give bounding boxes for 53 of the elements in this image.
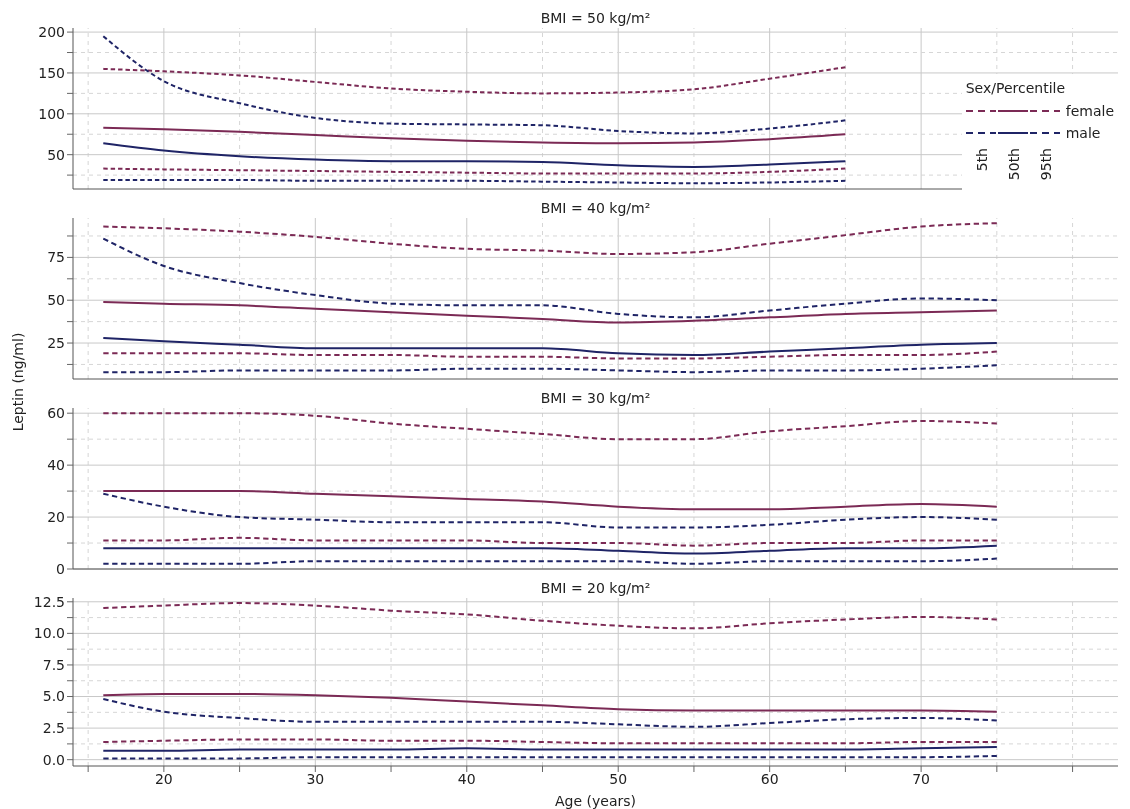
line-series [102, 222, 998, 255]
chart-title: BMI = 40 kg/m² [539, 200, 652, 216]
x-tick-label: 50 [609, 770, 628, 787]
annotation: 5th [973, 148, 990, 172]
x-tick-label: 40 [457, 770, 476, 787]
line-series [102, 350, 998, 360]
y-tick-label: 150 [38, 64, 65, 81]
y-tick-label: 0.0 [42, 751, 65, 768]
y-tick-label: 75 [47, 249, 65, 266]
line-series [102, 693, 998, 713]
y-axis-title: Leptin (ng/ml) [10, 331, 26, 434]
annotation: 50th [1005, 148, 1022, 181]
y-tick-label: 2.5 [42, 720, 65, 737]
y-tick-label: 5.0 [42, 688, 65, 705]
line-series [102, 492, 998, 529]
chart-title: BMI = 30 kg/m² [539, 390, 652, 406]
y-tick-label: 12.5 [33, 593, 65, 610]
y-tick-label: 7.5 [42, 656, 65, 673]
annotation: 95th [1037, 148, 1054, 181]
x-tick-label: 60 [760, 770, 779, 787]
y-tick-label: 10.0 [33, 625, 65, 642]
x-tick-label: 20 [154, 770, 173, 787]
y-tick-label: 0 [56, 560, 65, 577]
y-tick-label: 20 [47, 509, 65, 526]
x-axis-title: Age (years) [555, 793, 636, 809]
line-series [102, 142, 847, 168]
x-tick-label: 70 [912, 770, 931, 787]
line-series [102, 364, 998, 374]
x-tick-label: 30 [306, 770, 325, 787]
line-series [102, 237, 998, 319]
y-tick-label: 60 [47, 405, 65, 422]
line-series [102, 35, 847, 135]
y-tick-label: 50 [47, 292, 65, 309]
legend-title: Sex/Percentile [965, 80, 1067, 96]
y-tick-label: 50 [47, 146, 65, 163]
line-series [102, 544, 998, 555]
line-series [102, 490, 998, 511]
y-tick-label: 25 [47, 335, 65, 351]
line-series [102, 336, 998, 357]
legend-label: male [1065, 125, 1101, 141]
chart-title: BMI = 20 kg/m² [539, 580, 652, 596]
legend-label: female [1065, 103, 1114, 119]
y-tick-label: 100 [38, 105, 65, 122]
line-series [102, 602, 998, 630]
line-series [102, 536, 998, 547]
line-series [102, 300, 998, 324]
line-series [102, 126, 847, 145]
line-series [102, 698, 998, 728]
y-tick-label: 40 [47, 457, 65, 474]
line-series [102, 66, 847, 95]
line-series [102, 412, 998, 441]
y-tick-label: 200 [38, 24, 65, 41]
chart-title: BMI = 50 kg/m² [539, 10, 652, 26]
